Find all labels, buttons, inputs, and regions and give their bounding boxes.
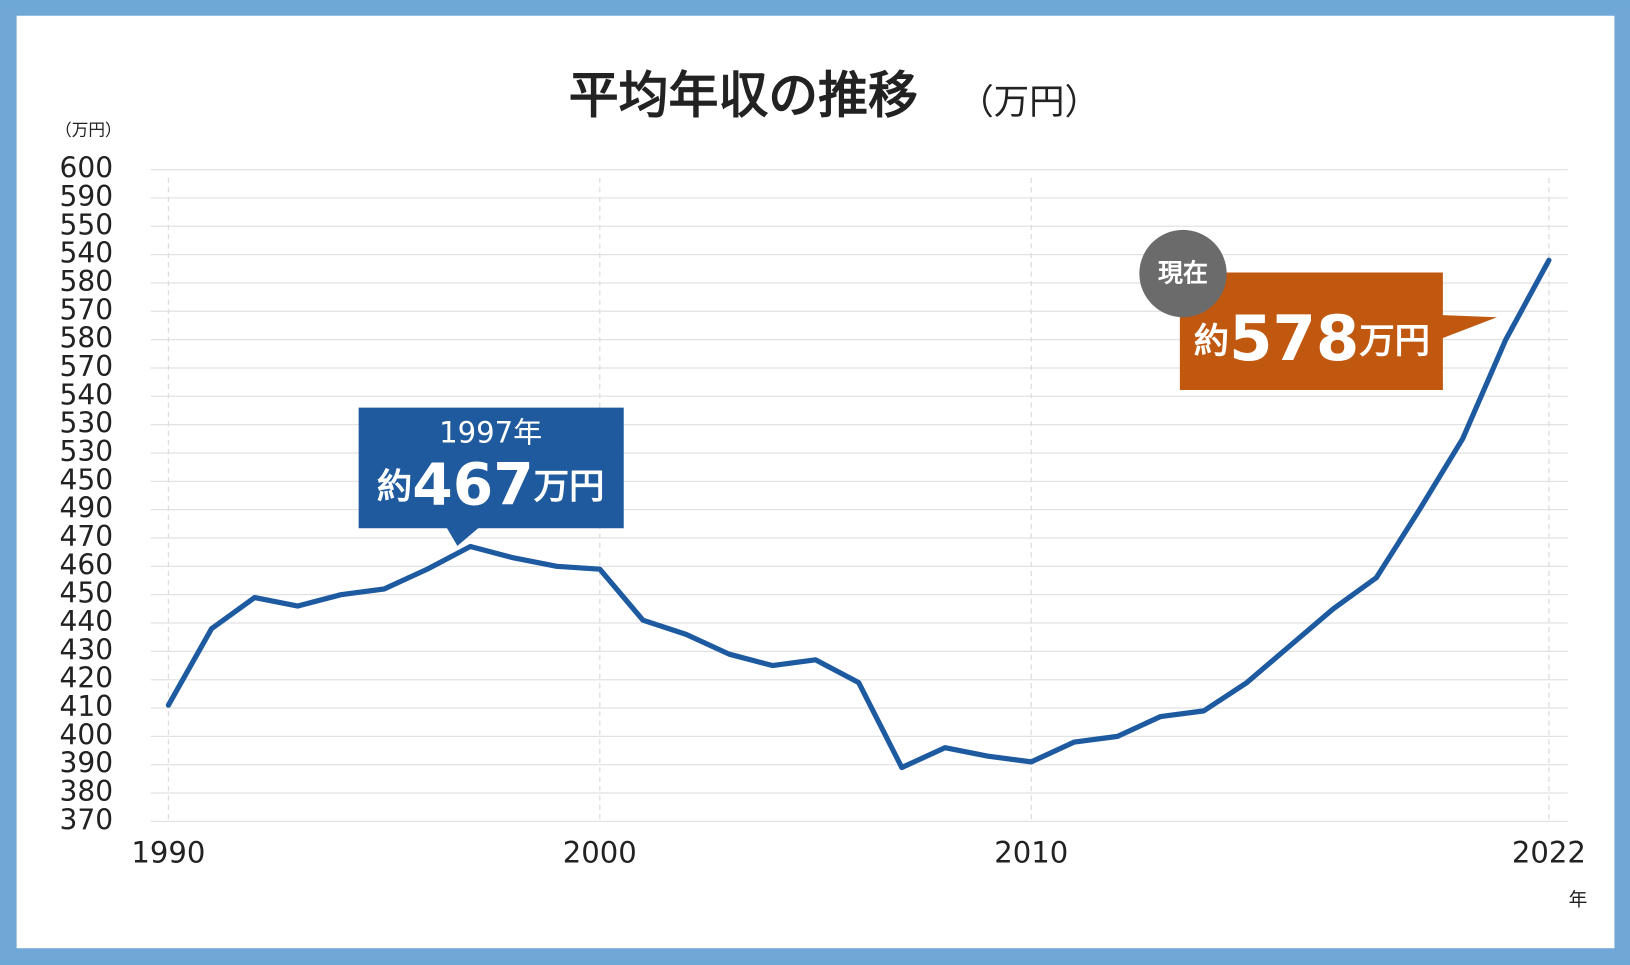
y-tick-label: 530: [60, 407, 114, 440]
y-tick-label: 470: [60, 520, 114, 553]
callout-year: 1997年: [439, 416, 542, 450]
x-tick-label: 2010: [994, 836, 1068, 870]
y-tick-label: 460: [60, 548, 114, 581]
y-tick-label: 580: [60, 322, 114, 355]
y-tick-label: 590: [60, 180, 114, 213]
callout-prefix: 約: [377, 467, 412, 508]
callout-number: 467: [412, 451, 533, 519]
y-tick-label: 540: [60, 378, 114, 411]
y-tick-label: 570: [60, 293, 114, 326]
y-tick-label: 600: [60, 152, 114, 185]
callout-unit: 万円: [1359, 321, 1430, 362]
y-tick-label: 430: [60, 633, 114, 666]
badge: [1139, 229, 1227, 318]
x-tick-label: 2000: [563, 836, 637, 870]
y-tick-label: 420: [60, 662, 114, 695]
y-tick-label: 540: [60, 237, 114, 270]
y-tick-label: 390: [60, 747, 114, 780]
y-tick-label: 450: [60, 463, 114, 496]
callout-unit: 万円: [534, 467, 605, 508]
y-tick-label: 550: [60, 208, 114, 241]
y-tick-label: 450: [60, 577, 114, 610]
x-axis-label: 年: [1569, 890, 1588, 911]
callout-box: [1179, 272, 1497, 390]
y-tick-label: 580: [60, 265, 114, 298]
badge-label: 現在: [1158, 259, 1208, 288]
y-tick-label: 370: [60, 803, 114, 836]
y-tick-label: 410: [60, 690, 114, 723]
y-tick-label: 530: [60, 435, 114, 468]
y-tick-label: 380: [60, 775, 114, 808]
y-tick-label: 490: [60, 492, 114, 525]
x-tick-label: 2022: [1512, 836, 1586, 870]
callout-value: 約467万円: [377, 451, 605, 519]
panel: [16, 15, 1615, 949]
chart-title: 平均年収の推移: [569, 66, 918, 124]
callout-number: 578: [1229, 302, 1359, 375]
callout-value: 約578万円: [1194, 302, 1430, 375]
line: [165, 257, 1552, 771]
y-tick-label: 570: [60, 350, 114, 383]
y-tick-label: 400: [60, 718, 114, 751]
title-unit: （万円）: [958, 82, 1099, 123]
callout-prefix: 約: [1194, 321, 1229, 362]
x-tick-label: 1990: [131, 836, 205, 870]
y-axis-label: （万円）: [55, 121, 122, 140]
callout-box: [358, 407, 624, 546]
y-tick-label: 440: [60, 605, 114, 638]
